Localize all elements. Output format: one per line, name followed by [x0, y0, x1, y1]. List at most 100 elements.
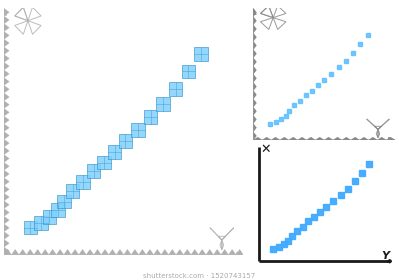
- Polygon shape: [0, 124, 4, 132]
- Polygon shape: [206, 255, 213, 260]
- Polygon shape: [0, 224, 4, 232]
- Polygon shape: [4, 255, 12, 260]
- Polygon shape: [0, 78, 4, 85]
- Polygon shape: [64, 249, 71, 255]
- Polygon shape: [0, 239, 4, 247]
- Polygon shape: [0, 139, 4, 147]
- Polygon shape: [377, 137, 386, 140]
- Polygon shape: [4, 155, 9, 162]
- Polygon shape: [146, 249, 154, 255]
- Polygon shape: [198, 249, 206, 255]
- Polygon shape: [280, 140, 289, 143]
- Polygon shape: [4, 8, 9, 16]
- Polygon shape: [253, 115, 257, 123]
- Polygon shape: [253, 140, 262, 143]
- Polygon shape: [253, 58, 257, 66]
- Polygon shape: [289, 137, 298, 140]
- Polygon shape: [289, 140, 298, 143]
- Polygon shape: [184, 255, 191, 260]
- Polygon shape: [79, 249, 86, 255]
- Polygon shape: [253, 82, 257, 91]
- Polygon shape: [280, 137, 289, 140]
- Polygon shape: [0, 232, 4, 239]
- Polygon shape: [221, 249, 228, 255]
- Polygon shape: [0, 93, 4, 101]
- Polygon shape: [253, 25, 257, 33]
- Polygon shape: [342, 140, 351, 143]
- Polygon shape: [154, 255, 161, 260]
- Polygon shape: [26, 249, 34, 255]
- Polygon shape: [253, 17, 257, 25]
- Polygon shape: [0, 178, 4, 186]
- Polygon shape: [191, 249, 198, 255]
- Polygon shape: [253, 8, 257, 17]
- Polygon shape: [139, 249, 146, 255]
- Polygon shape: [0, 216, 4, 224]
- Polygon shape: [377, 140, 386, 143]
- Polygon shape: [0, 162, 4, 170]
- Polygon shape: [4, 249, 12, 255]
- Polygon shape: [0, 116, 4, 124]
- Bar: [119, 134, 132, 148]
- Polygon shape: [359, 137, 368, 140]
- Polygon shape: [101, 255, 109, 260]
- Bar: [108, 145, 121, 158]
- Polygon shape: [0, 32, 4, 39]
- Polygon shape: [386, 140, 395, 143]
- Polygon shape: [0, 186, 4, 193]
- Polygon shape: [184, 249, 191, 255]
- Polygon shape: [0, 201, 4, 209]
- Polygon shape: [4, 209, 9, 216]
- Polygon shape: [250, 17, 253, 25]
- Text: ✕: ✕: [261, 143, 271, 156]
- Polygon shape: [315, 137, 324, 140]
- Polygon shape: [0, 209, 4, 216]
- Polygon shape: [4, 55, 9, 62]
- Polygon shape: [49, 249, 56, 255]
- Bar: [24, 221, 37, 234]
- Polygon shape: [368, 140, 377, 143]
- Polygon shape: [228, 255, 236, 260]
- Polygon shape: [4, 193, 9, 201]
- Polygon shape: [146, 255, 154, 260]
- Bar: [43, 210, 56, 224]
- Polygon shape: [154, 249, 161, 255]
- Polygon shape: [41, 249, 49, 255]
- Polygon shape: [253, 41, 257, 50]
- Polygon shape: [250, 66, 253, 74]
- Polygon shape: [4, 232, 9, 239]
- Polygon shape: [12, 249, 19, 255]
- Polygon shape: [0, 109, 4, 116]
- Polygon shape: [0, 62, 4, 70]
- Polygon shape: [253, 33, 257, 41]
- Polygon shape: [342, 137, 351, 140]
- Polygon shape: [306, 137, 315, 140]
- Polygon shape: [0, 147, 4, 155]
- Polygon shape: [94, 249, 101, 255]
- Polygon shape: [86, 249, 94, 255]
- Polygon shape: [306, 140, 315, 143]
- Polygon shape: [4, 85, 9, 93]
- Polygon shape: [262, 140, 271, 143]
- Polygon shape: [71, 249, 79, 255]
- Bar: [57, 195, 71, 209]
- Polygon shape: [56, 249, 64, 255]
- Polygon shape: [0, 132, 4, 139]
- Polygon shape: [4, 247, 9, 255]
- Polygon shape: [4, 139, 9, 147]
- Bar: [169, 82, 182, 96]
- Polygon shape: [4, 201, 9, 209]
- Polygon shape: [253, 132, 257, 140]
- Polygon shape: [4, 178, 9, 186]
- Polygon shape: [236, 249, 243, 255]
- Polygon shape: [56, 255, 64, 260]
- Polygon shape: [253, 123, 257, 132]
- Polygon shape: [250, 58, 253, 66]
- Polygon shape: [4, 124, 9, 132]
- Polygon shape: [4, 239, 9, 247]
- Polygon shape: [386, 137, 395, 140]
- Polygon shape: [34, 249, 41, 255]
- Bar: [51, 203, 65, 217]
- Polygon shape: [333, 137, 342, 140]
- Bar: [66, 184, 79, 198]
